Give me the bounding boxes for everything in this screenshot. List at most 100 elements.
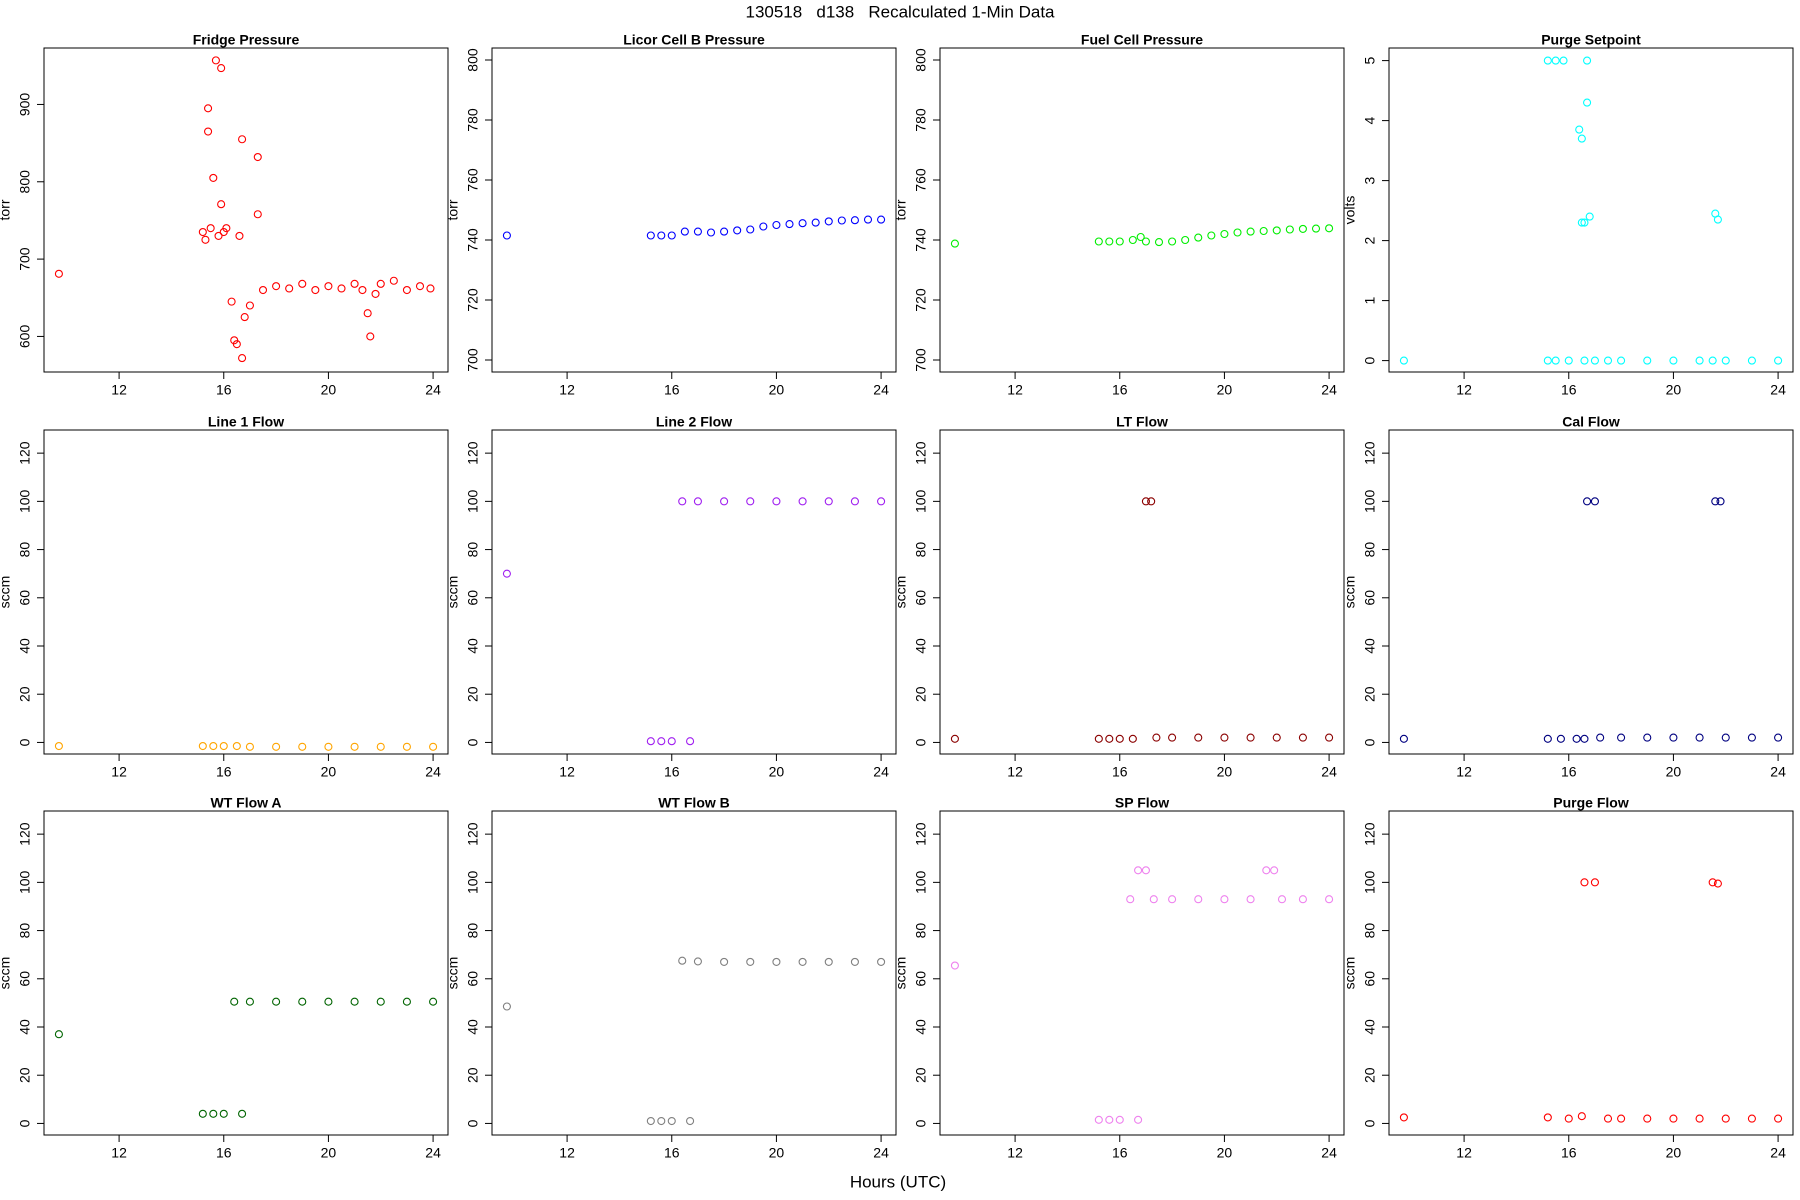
y-axis-label: sccm xyxy=(893,576,909,609)
point xyxy=(358,285,367,295)
point xyxy=(272,997,281,1006)
point xyxy=(1747,1114,1756,1123)
x-tick-label: 16 xyxy=(1561,764,1577,780)
point xyxy=(1543,1113,1552,1122)
y-tick-label: 80 xyxy=(17,542,33,558)
panel: Cal Flow sccm 12 16 20 24 0 20 40 60 80 100 120 xyxy=(1342,414,1794,780)
point xyxy=(1583,98,1592,107)
point xyxy=(1747,733,1756,742)
point xyxy=(238,135,247,144)
point xyxy=(1141,237,1150,246)
point xyxy=(850,497,859,506)
x-tick-label: 12 xyxy=(1007,1145,1023,1161)
y-tick-label: 20 xyxy=(465,686,481,702)
point xyxy=(1126,895,1135,904)
point xyxy=(219,1109,228,1118)
y-tick-label: 80 xyxy=(465,923,481,939)
point xyxy=(1147,497,1156,506)
x-axis-label: Hours (UTC) xyxy=(850,1172,946,1191)
point xyxy=(1399,734,1408,743)
point xyxy=(402,285,411,295)
point xyxy=(1115,237,1124,246)
point xyxy=(720,227,729,236)
y-tick-label: 40 xyxy=(913,1019,929,1035)
point xyxy=(1564,1114,1573,1123)
point xyxy=(209,173,218,182)
plot-frame xyxy=(43,429,449,755)
point xyxy=(298,279,307,288)
x-tick-label: 20 xyxy=(1217,1145,1233,1161)
point xyxy=(204,104,213,113)
point xyxy=(209,741,218,751)
point xyxy=(1194,895,1203,904)
panel: Line 1 Flow sccm 12 16 20 24 0 20 40 60 80 100 120 xyxy=(0,414,449,780)
y-tick-label: 40 xyxy=(465,638,481,654)
point xyxy=(785,220,794,229)
point xyxy=(54,1030,63,1039)
point xyxy=(298,997,307,1006)
panel: LT Flow sccm 12 16 20 24 0 20 40 60 80 100 120 xyxy=(893,414,1345,780)
point xyxy=(1272,226,1281,235)
panel-title: Purge Flow xyxy=(1553,795,1629,811)
y-tick-label: 100 xyxy=(17,870,33,894)
y-axis-label: sccm xyxy=(1342,957,1358,990)
x-tick-label: 20 xyxy=(321,1145,337,1161)
point xyxy=(863,215,873,224)
y-tick-label: 0 xyxy=(465,738,481,746)
point xyxy=(201,235,210,244)
y-tick-label: 120 xyxy=(913,441,929,465)
y-tick-label: 780 xyxy=(465,108,481,132)
point xyxy=(337,284,346,293)
plot-frame xyxy=(491,429,897,755)
point xyxy=(214,231,223,240)
x-tick-label: 24 xyxy=(1321,764,1337,780)
point xyxy=(667,231,676,240)
point xyxy=(227,297,236,306)
point xyxy=(1115,1115,1124,1124)
point xyxy=(1577,218,1586,227)
y-tick-label: 120 xyxy=(17,441,33,465)
x-tick-label: 20 xyxy=(1666,764,1682,780)
panel: WT Flow B sccm 12 16 20 24 0 20 40 60 80 100 120 xyxy=(445,795,897,1161)
y-tick-label: 60 xyxy=(1362,590,1378,606)
y-tick-label: 40 xyxy=(913,638,929,654)
point xyxy=(950,734,959,743)
point xyxy=(1285,225,1294,234)
y-axis-label: sccm xyxy=(445,576,461,609)
point xyxy=(198,1109,207,1118)
point xyxy=(1669,1114,1678,1123)
point xyxy=(1603,356,1613,365)
point xyxy=(366,332,375,341)
point xyxy=(1128,235,1137,245)
point xyxy=(824,217,833,226)
point xyxy=(272,282,281,291)
point xyxy=(657,1116,666,1126)
point xyxy=(1181,235,1190,245)
point xyxy=(798,957,807,966)
y-tick-label: 900 xyxy=(17,93,33,117)
x-tick-label: 24 xyxy=(1770,764,1786,780)
panel: Line 2 Flow sccm 12 16 20 24 0 20 40 60 80 100 120 xyxy=(445,414,897,780)
point xyxy=(877,497,886,506)
y-axis-label: volts xyxy=(1342,196,1358,225)
point xyxy=(824,957,833,966)
point xyxy=(217,64,226,73)
panel: SP Flow sccm 12 16 20 24 0 20 40 60 80 100 120 xyxy=(893,795,1345,1161)
y-tick-label: 20 xyxy=(1362,686,1378,702)
panel-title: Fuel Cell Pressure xyxy=(1081,32,1203,48)
point xyxy=(350,997,359,1006)
point xyxy=(1246,895,1255,904)
point xyxy=(646,1116,655,1126)
point xyxy=(238,1109,247,1118)
plot-frame xyxy=(43,810,449,1136)
point xyxy=(746,225,755,234)
panel: Purge Flow sccm 12 16 20 24 0 20 40 60 80 100 120 xyxy=(1342,795,1794,1161)
point xyxy=(1094,734,1103,743)
y-axis-label: sccm xyxy=(0,576,13,609)
point xyxy=(1259,226,1268,236)
point xyxy=(733,226,742,235)
y-tick-label: 40 xyxy=(1362,638,1378,654)
point xyxy=(1105,734,1114,743)
point xyxy=(298,742,307,751)
